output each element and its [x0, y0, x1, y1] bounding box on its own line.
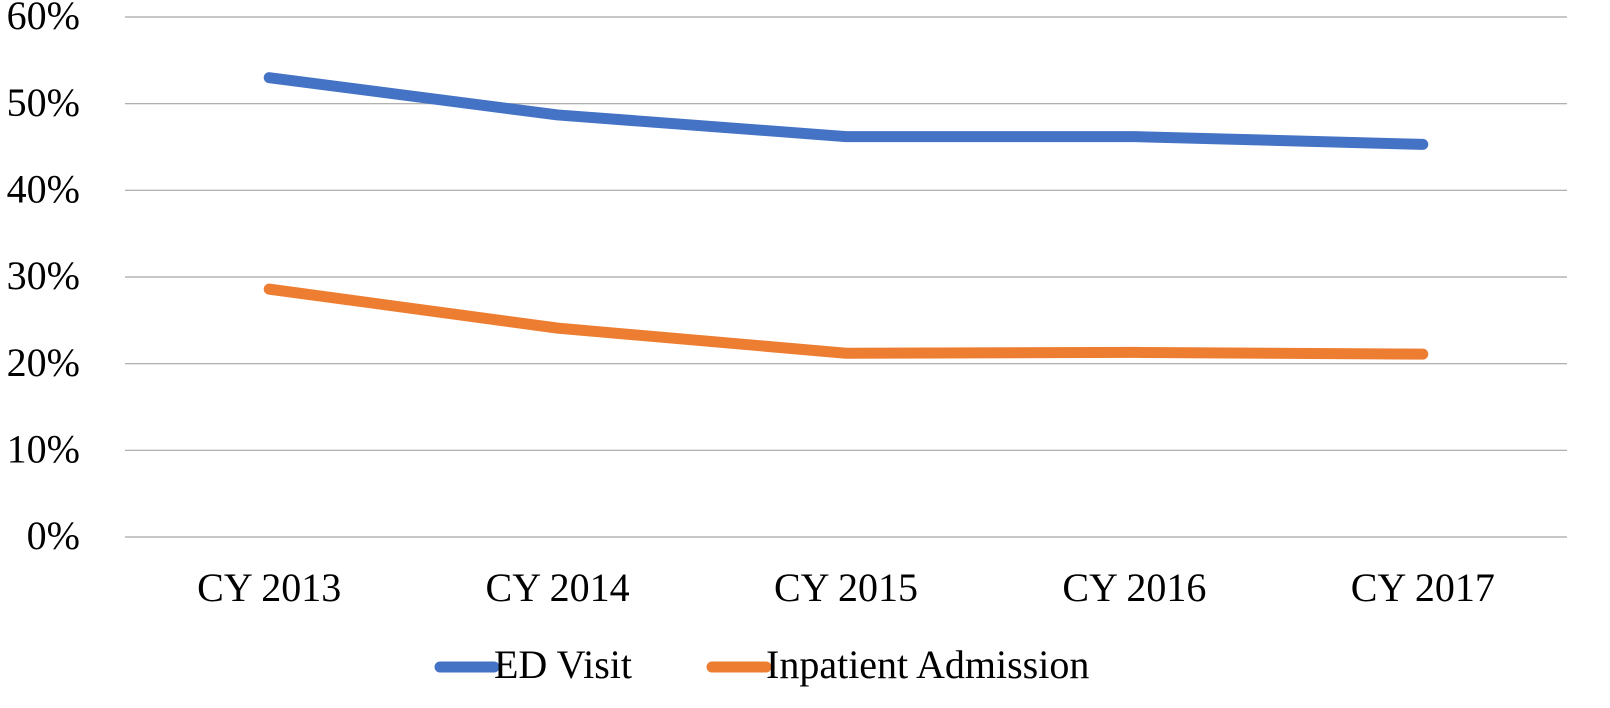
y-tick-label: 20%	[7, 340, 80, 385]
legend-label: Inpatient Admission	[766, 642, 1089, 687]
legend-label: ED Visit	[494, 642, 632, 687]
y-tick-label: 30%	[7, 253, 80, 298]
y-tick-label: 50%	[7, 80, 80, 125]
series-line	[263, 72, 1429, 150]
y-tick-label: 60%	[7, 0, 80, 38]
y-tick-label: 40%	[7, 167, 80, 212]
x-tick-label: CY 2015	[774, 565, 918, 610]
series-line	[263, 283, 1429, 360]
x-tick-label: CY 2013	[197, 565, 341, 610]
x-tick-label: CY 2014	[486, 565, 630, 610]
x-tick-label: CY 2016	[1062, 565, 1206, 610]
y-tick-label: 0%	[27, 513, 80, 558]
y-tick-label: 10%	[7, 427, 80, 472]
x-tick-label: CY 2017	[1351, 565, 1495, 610]
